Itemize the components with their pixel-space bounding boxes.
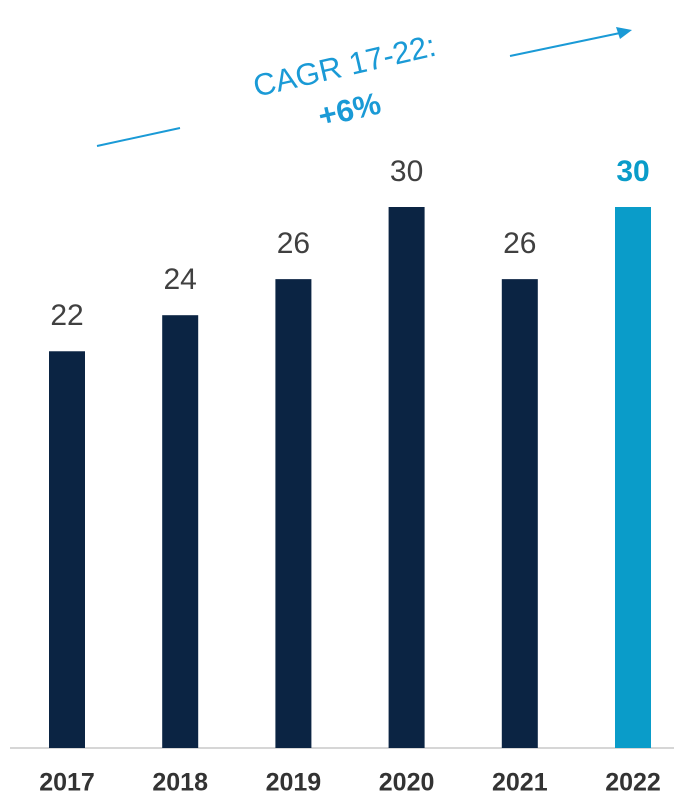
value-label: 22	[50, 299, 83, 332]
value-label: 24	[164, 263, 197, 296]
trend-line	[96, 127, 181, 147]
x-tick-label: 2021	[492, 769, 548, 797]
value-label: 26	[503, 227, 536, 260]
bar	[615, 207, 651, 748]
value-label: 26	[277, 227, 310, 260]
bar	[49, 351, 85, 748]
x-tick-label: 2018	[152, 769, 208, 797]
cagr-value: +6%	[315, 86, 384, 134]
bar	[162, 315, 199, 748]
bar	[501, 279, 538, 748]
x-tick-label: 2017	[39, 769, 95, 797]
bar	[388, 207, 425, 748]
cagr-annotation: CAGR 17-22: +6%	[96, 27, 632, 147]
x-tick-label: 2022	[605, 769, 661, 797]
arrow-head	[616, 27, 632, 39]
value-label: 30	[390, 155, 423, 188]
bar	[275, 279, 312, 748]
x-tick-label: 2020	[379, 769, 435, 797]
x-tick-label: 2019	[266, 769, 322, 797]
value-label: 30	[616, 155, 649, 188]
trend-arrow	[509, 32, 621, 57]
